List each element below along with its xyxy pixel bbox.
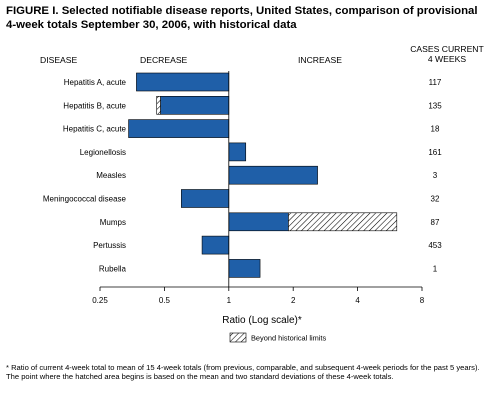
bar-4 bbox=[228, 165, 318, 185]
row-label-2: Hepatitis C, acute bbox=[63, 125, 127, 134]
bar-7 bbox=[201, 235, 230, 255]
cases-count-1: 135 bbox=[428, 101, 442, 110]
header-cases-line1: CASES CURRENT bbox=[410, 44, 484, 54]
row-label-1: Hepatitis B, acute bbox=[63, 101, 126, 110]
x-tick-label-1: 0.5 bbox=[159, 296, 171, 305]
legend-swatch bbox=[229, 332, 247, 343]
cases-count-5: 32 bbox=[431, 195, 440, 204]
bar-hatch-1 bbox=[156, 96, 161, 115]
header-cases-line2: 4 WEEKS bbox=[427, 54, 467, 64]
legend-label: Beyond historical limits bbox=[251, 334, 326, 343]
cases-count-4: 3 bbox=[433, 171, 438, 180]
footnote: * Ratio of current 4-week total to mean … bbox=[6, 363, 480, 382]
row-label-7: Pertussis bbox=[93, 241, 126, 250]
header-increase: INCREASE bbox=[298, 55, 342, 65]
x-tick-label-5: 8 bbox=[420, 296, 425, 305]
bar-hatch-6 bbox=[288, 212, 398, 232]
row-label-5: Meningococcal disease bbox=[43, 195, 127, 204]
bar-2 bbox=[128, 119, 230, 138]
figure-title: FIGURE I. Selected notifiable disease re… bbox=[6, 5, 478, 31]
bar-8 bbox=[228, 259, 261, 278]
cases-count-6: 87 bbox=[431, 218, 440, 227]
header-decrease: DECREASE bbox=[140, 55, 188, 65]
x-tick-label-2: 1 bbox=[227, 296, 232, 305]
ratio-bar-chart: Hepatitis A, acute 117 Hepatitis B, acute 1… bbox=[43, 71, 442, 343]
x-tick-label-0: 0.25 bbox=[92, 296, 108, 305]
cases-count-8: 1 bbox=[433, 264, 438, 273]
x-tick-label-3: 2 bbox=[291, 296, 296, 305]
cases-count-7: 453 bbox=[428, 241, 442, 250]
cases-count-2: 18 bbox=[431, 125, 440, 134]
bar-0 bbox=[136, 72, 230, 92]
bar-5 bbox=[181, 189, 230, 208]
bar-6 bbox=[228, 212, 289, 232]
row-label-0: Hepatitis A, acute bbox=[64, 78, 127, 87]
bar-1 bbox=[160, 96, 230, 115]
row-label-3: Legionellosis bbox=[80, 148, 126, 157]
row-label-6: Mumps bbox=[100, 218, 126, 227]
row-label-4: Measles bbox=[96, 171, 126, 180]
header-disease: DISEASE bbox=[40, 55, 78, 65]
cases-count-0: 117 bbox=[429, 78, 442, 87]
row-label-8: Rubella bbox=[99, 264, 127, 273]
x-tick-label-4: 4 bbox=[355, 296, 360, 305]
bar-3 bbox=[228, 142, 247, 162]
x-axis-title: Ratio (Log scale)* bbox=[222, 315, 302, 326]
cases-count-3: 161 bbox=[428, 148, 442, 157]
